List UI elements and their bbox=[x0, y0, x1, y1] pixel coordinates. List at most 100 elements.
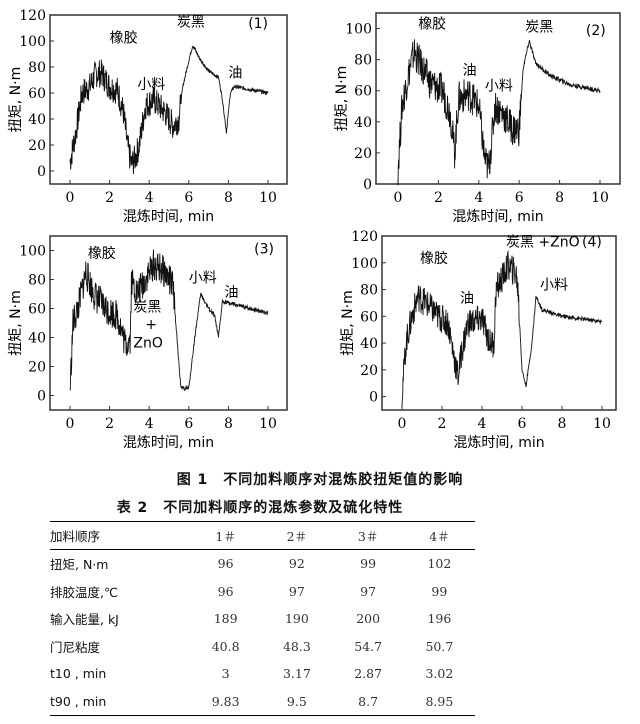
y-axis-label: 扭矩, N·m bbox=[8, 67, 24, 132]
plot-frame bbox=[49, 235, 288, 411]
x-axis-label: 混炼时间, min bbox=[452, 209, 543, 225]
y-tick-label: 0 bbox=[37, 164, 46, 180]
y-tick-label: 20 bbox=[360, 363, 378, 379]
chart-panel-2: 0 20 40 60 80 100 0 2 4 6 8 10 混炼时间, min 扭矩, N·m 橡胶油小料… bbox=[334, 12, 621, 225]
table-row: 输入能量, kJ 189 190 200 196 bbox=[50, 605, 475, 633]
torque-series-line bbox=[69, 249, 269, 392]
table-cell: 40.8 bbox=[211, 638, 240, 654]
y-tick-label: 120 bbox=[19, 8, 46, 24]
row-label: t10 , min bbox=[50, 666, 107, 682]
table-cell: 97 bbox=[360, 583, 377, 599]
y-tick-label: 40 bbox=[28, 112, 46, 128]
annotation-label: ZnO bbox=[133, 336, 162, 352]
plot-frame bbox=[381, 235, 617, 411]
x-tick-label: 4 bbox=[474, 190, 483, 206]
plot-frame bbox=[49, 14, 288, 185]
x-tick-label: 4 bbox=[478, 416, 487, 432]
x-tick-label: 8 bbox=[224, 190, 233, 206]
row-label: 扭矩, N·m bbox=[50, 557, 109, 573]
annotation-label: (2) bbox=[586, 23, 606, 39]
x-tick-label: 8 bbox=[555, 190, 564, 206]
plot-frame bbox=[375, 12, 621, 185]
y-tick-label: 0 bbox=[37, 389, 46, 405]
table-cell: 8.7 bbox=[358, 693, 379, 709]
annotation-label: 油 bbox=[460, 291, 474, 307]
row-label: t90 , min bbox=[50, 693, 107, 709]
table-row: 门尼粘度 40.8 48.3 54.7 50.7 bbox=[50, 633, 475, 661]
annotation-label: 小料 bbox=[485, 79, 513, 95]
y-axis-label: 扭矩, N·m bbox=[334, 66, 350, 131]
y-tick-label: 100 bbox=[345, 22, 372, 38]
torque-series-line bbox=[69, 45, 269, 175]
y-tick-label: 40 bbox=[28, 331, 46, 347]
column-header: 3＃ bbox=[357, 529, 379, 544]
x-tick-label: 8 bbox=[224, 416, 233, 432]
x-tick-label: 2 bbox=[105, 416, 114, 432]
x-tick-label: 0 bbox=[66, 416, 75, 432]
x-axis-label: 混炼时间, min bbox=[123, 435, 214, 451]
x-tick-label: 6 bbox=[515, 190, 524, 206]
annotation-label: (3) bbox=[254, 241, 274, 257]
row-label: 排胶温度,℃ bbox=[50, 584, 119, 600]
annotation-label: 油 bbox=[463, 63, 477, 79]
annotation-label: 小料 bbox=[137, 77, 165, 93]
y-tick-label: 100 bbox=[19, 244, 46, 260]
annotation-label: 炭黑 +ZnO bbox=[506, 235, 580, 251]
x-tick-label: 0 bbox=[394, 190, 403, 206]
x-axis-label: 混炼时间, min bbox=[123, 209, 214, 225]
annotation-label: 橡胶 bbox=[420, 250, 448, 267]
y-tick-label: 60 bbox=[360, 309, 378, 325]
table-cell: 48.3 bbox=[282, 638, 311, 654]
table-row: 扭矩, N·m 96 92 99 102 bbox=[50, 550, 475, 578]
table-cell: 196 bbox=[427, 611, 452, 627]
table-caption: 表 2 不同加料顺序的混炼参数及硫化特性 bbox=[116, 500, 404, 516]
table-cell: 97 bbox=[288, 583, 305, 599]
annotation-label: 橡胶 bbox=[88, 245, 116, 262]
y-tick-label: 40 bbox=[360, 336, 378, 352]
chart-panel-4: 0 20 40 60 80 100 120 0 2 4 6 8 10 混炼时间, min 扭矩, N·m 橡胶… bbox=[340, 229, 617, 451]
y-axis-label: 扭矩, N·m bbox=[340, 290, 356, 355]
mixing-parameters-table: 加料顺序 1＃ 2＃ 3＃ 4＃ 扭矩, N·m 96 92 99 102 排胶温度,℃ 9… bbox=[50, 521, 475, 716]
table-cell: 3 bbox=[221, 666, 230, 682]
table-cell: 96 bbox=[217, 583, 234, 599]
table-cell: 102 bbox=[427, 556, 452, 572]
annotation-label: 油 bbox=[224, 285, 238, 301]
x-tick-label: 0 bbox=[398, 416, 407, 432]
table-row: t10 , min 3 3.17 2.87 3.02 bbox=[50, 660, 475, 688]
x-tick-label: 2 bbox=[434, 190, 443, 206]
table-cell: 3.17 bbox=[282, 666, 311, 682]
table-header-row: 加料顺序 1＃ 2＃ 3＃ 4＃ bbox=[50, 521, 475, 550]
x-tick-label: 6 bbox=[184, 190, 193, 206]
y-tick-label: 20 bbox=[354, 146, 372, 162]
y-tick-label: 0 bbox=[363, 177, 372, 193]
column-header: 加料顺序 bbox=[50, 529, 101, 544]
x-tick-label: 4 bbox=[145, 416, 154, 432]
table-cell: 9.5 bbox=[286, 693, 307, 709]
torque-series-line bbox=[397, 39, 601, 186]
table-cell: 189 bbox=[213, 611, 238, 627]
x-tick-label: 10 bbox=[591, 190, 609, 206]
y-tick-label: 0 bbox=[369, 390, 378, 406]
torque-series-line bbox=[401, 250, 603, 408]
x-tick-label: 4 bbox=[145, 190, 154, 206]
y-tick-label: 80 bbox=[28, 273, 46, 289]
annotation-label: (4) bbox=[582, 235, 602, 251]
table-cell: 8.95 bbox=[425, 693, 454, 709]
annotation-label: 炭黑 bbox=[133, 299, 161, 315]
table-row: 排胶温度,℃ 96 97 97 99 bbox=[50, 578, 475, 606]
y-tick-label: 60 bbox=[354, 84, 372, 100]
table-cell: 190 bbox=[284, 611, 309, 627]
y-tick-label: 60 bbox=[28, 86, 46, 102]
column-header: 4＃ bbox=[429, 529, 450, 544]
x-tick-label: 8 bbox=[558, 416, 567, 432]
y-tick-label: 80 bbox=[28, 60, 46, 76]
x-tick-label: 6 bbox=[184, 416, 193, 432]
column-header: 1＃ bbox=[215, 529, 236, 544]
chart-panel-1: 0 20 40 60 80 100 120 0 2 4 6 8 10 混炼时间, min 扭矩, N·m 橡胶… bbox=[8, 8, 288, 225]
y-tick-label: 100 bbox=[351, 256, 378, 272]
annotation-label: 小料 bbox=[540, 278, 568, 294]
y-tick-label: 120 bbox=[351, 229, 378, 245]
x-tick-label: 2 bbox=[438, 416, 447, 432]
